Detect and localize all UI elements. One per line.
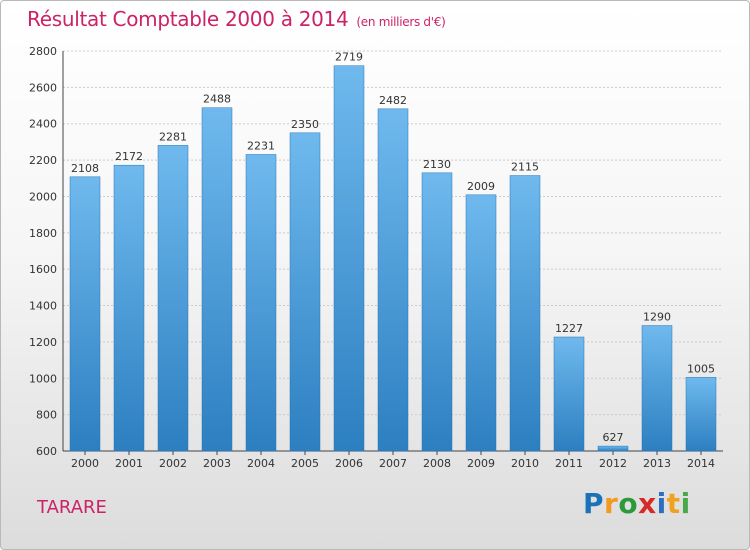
data-label: 1227 xyxy=(555,322,583,335)
x-tick-label: 2013 xyxy=(643,457,671,470)
y-tick-label: 2400 xyxy=(29,118,57,131)
y-tick-label: 1400 xyxy=(29,300,57,313)
data-label: 2482 xyxy=(379,94,407,107)
bar xyxy=(289,132,321,452)
y-tick-label: 1000 xyxy=(29,372,57,385)
data-label: 1290 xyxy=(643,311,671,324)
y-tick-label: 2000 xyxy=(29,190,57,203)
y-tick-label: 2600 xyxy=(29,81,57,94)
logo-letter: x xyxy=(638,487,657,520)
y-tick-label: 800 xyxy=(36,409,57,422)
bar xyxy=(201,107,233,452)
logo-letter: i xyxy=(680,487,691,520)
data-label: 2009 xyxy=(467,180,495,193)
bar xyxy=(113,164,145,452)
data-label: 627 xyxy=(603,431,624,444)
x-tick-label: 2012 xyxy=(599,457,627,470)
data-label: 2719 xyxy=(335,51,363,64)
logo-letter: r xyxy=(604,487,619,520)
location-label: TARARE xyxy=(37,497,107,518)
x-tick-label: 2006 xyxy=(335,457,363,470)
data-label: 2172 xyxy=(115,150,143,163)
proxiti-logo: Proxiti xyxy=(583,487,691,520)
y-tick-label: 600 xyxy=(36,445,57,458)
bar xyxy=(69,176,101,452)
x-tick-label: 2011 xyxy=(555,457,583,470)
x-tick-label: 2000 xyxy=(71,457,99,470)
bar xyxy=(597,445,629,452)
bar xyxy=(641,325,673,452)
bar xyxy=(509,175,541,452)
y-tick-label: 2800 xyxy=(29,45,57,58)
data-label: 2130 xyxy=(423,158,451,171)
logo-letter: i xyxy=(656,487,667,520)
x-tick-label: 2002 xyxy=(159,457,187,470)
bar xyxy=(245,154,277,452)
data-label: 2488 xyxy=(203,93,231,106)
y-tick-label: 1600 xyxy=(29,263,57,276)
bar xyxy=(465,194,497,452)
x-tick-label: 2004 xyxy=(247,457,275,470)
chart-title-unit: (en milliers d'€) xyxy=(356,15,446,29)
logo-letter: t xyxy=(666,487,681,520)
data-label: 2350 xyxy=(291,118,319,131)
bar xyxy=(553,336,585,452)
logo-letter: o xyxy=(618,487,639,520)
data-label: 2231 xyxy=(247,139,275,152)
x-tick-label: 2005 xyxy=(291,457,319,470)
x-tick-label: 2007 xyxy=(379,457,407,470)
y-tick-label: 1800 xyxy=(29,227,57,240)
bar xyxy=(421,172,453,452)
x-tick-label: 2009 xyxy=(467,457,495,470)
logo-letter: P xyxy=(583,487,605,520)
x-tick-label: 2008 xyxy=(423,457,451,470)
bar xyxy=(333,65,365,452)
data-label: 1005 xyxy=(687,362,715,375)
y-tick-label: 2200 xyxy=(29,154,57,167)
x-tick-label: 2001 xyxy=(115,457,143,470)
x-tick-label: 2010 xyxy=(511,457,539,470)
x-tick-label: 2003 xyxy=(203,457,231,470)
x-tick-label: 2014 xyxy=(687,457,715,470)
y-tick-label: 1200 xyxy=(29,336,57,349)
data-label: 2108 xyxy=(71,162,99,175)
data-label: 2115 xyxy=(511,161,539,174)
chart-title: Résultat Comptable 2000 à 2014 (en millie… xyxy=(27,7,446,31)
data-label: 2281 xyxy=(159,130,187,143)
bar xyxy=(377,108,409,452)
chart-title-main: Résultat Comptable 2000 à 2014 xyxy=(27,7,349,31)
bar xyxy=(685,377,717,452)
bar xyxy=(157,145,189,452)
